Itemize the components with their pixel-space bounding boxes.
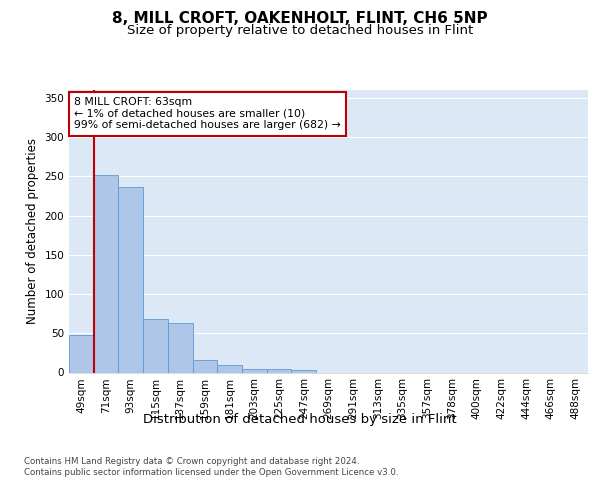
Bar (143, 319, 168, 372)
Bar (118, 188, 143, 372)
Text: 8, MILL CROFT, OAKENHOLT, FLINT, CH6 5NP: 8, MILL CROFT, OAKENHOLT, FLINT, CH6 5NP (112, 11, 488, 26)
Bar (242, 368, 267, 372)
Text: Size of property relative to detached houses in Flint: Size of property relative to detached ho… (127, 24, 473, 37)
Text: Contains HM Land Registry data © Crown copyright and database right 2024.
Contai: Contains HM Land Registry data © Crown c… (24, 458, 398, 477)
Bar (267, 370, 292, 372)
Bar (217, 366, 242, 372)
Bar (94, 175, 118, 372)
Text: 8 MILL CROFT: 63sqm
← 1% of detached houses are smaller (10)
99% of semi-detache: 8 MILL CROFT: 63sqm ← 1% of detached hou… (74, 97, 341, 130)
Y-axis label: Number of detached properties: Number of detached properties (26, 138, 39, 324)
Text: Distribution of detached houses by size in Flint: Distribution of detached houses by size … (143, 412, 457, 426)
Bar (292, 370, 316, 372)
Bar (69, 335, 94, 372)
Bar (193, 360, 217, 372)
Bar (168, 323, 193, 372)
